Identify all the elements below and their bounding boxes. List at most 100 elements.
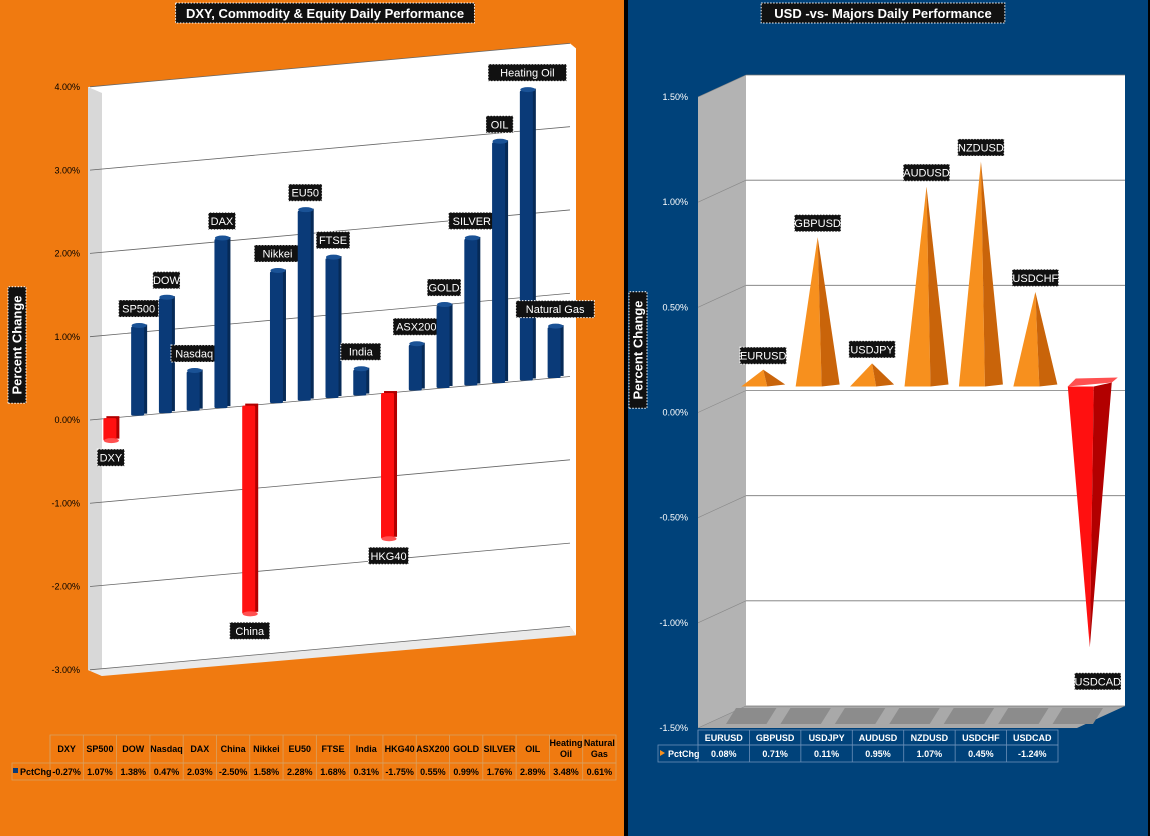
left-table-header: ASX200 bbox=[416, 744, 450, 754]
right-y-axis-label-box bbox=[628, 291, 648, 409]
right-pyramid-base bbox=[1067, 377, 1118, 387]
right-pyramid-front bbox=[1013, 291, 1040, 387]
right-pyramid-side bbox=[763, 369, 786, 387]
left-table-value: -2.50% bbox=[219, 767, 248, 777]
right-pyramid-side bbox=[817, 237, 840, 387]
left-bar-cap bbox=[548, 323, 564, 329]
left-table-header: Nasdaq bbox=[150, 744, 183, 754]
right-pyramid-label-text: GBPUSD bbox=[794, 218, 841, 230]
left-bar-12 bbox=[436, 302, 453, 389]
left-bar-label: GOLD bbox=[426, 278, 462, 297]
left-bar-cap bbox=[242, 611, 258, 617]
right-gridline-side bbox=[697, 74, 747, 98]
left-gridline bbox=[89, 542, 571, 587]
left-gridline bbox=[89, 42, 571, 88]
left-bar bbox=[519, 90, 533, 381]
left-bar-1 bbox=[131, 323, 148, 416]
left-bar-label-box bbox=[152, 271, 181, 290]
left-bar-label-text: DXY bbox=[100, 453, 123, 465]
right-table-value: 1.07% bbox=[917, 749, 943, 759]
left-bar-label: OIL bbox=[485, 115, 514, 134]
left-chart-title-box bbox=[175, 2, 475, 24]
left-data-table: DXY -0.27% SP500 1.07% DOW 1.38% Nasdaq 0.47% DA… bbox=[11, 734, 617, 781]
right-y-tick-label: -0.50% bbox=[659, 513, 688, 523]
right-y-tick-label: 1.00% bbox=[662, 197, 688, 207]
left-bar-label-text: HKG40 bbox=[370, 551, 406, 563]
right-pyramid-6 bbox=[1067, 377, 1118, 648]
right-pyramid-front bbox=[850, 363, 877, 387]
right-pyramid-label-box bbox=[1011, 268, 1060, 287]
left-bar bbox=[297, 210, 311, 401]
left-table-header: DOW bbox=[122, 744, 145, 754]
left-bar-label: India bbox=[340, 342, 382, 361]
left-bar bbox=[464, 238, 478, 386]
left-bar bbox=[353, 369, 367, 396]
right-pyramid-label: NZDUSD bbox=[957, 138, 1005, 157]
left-y-axis-label-text: Percent Change bbox=[10, 296, 25, 395]
left-table-value: 3.48% bbox=[553, 767, 579, 777]
left-y-tick-label: 4.00% bbox=[54, 82, 80, 92]
left-bar-4 bbox=[214, 235, 231, 409]
left-table-value: 1.38% bbox=[120, 767, 146, 777]
right-floor-segment bbox=[834, 708, 886, 724]
left-y-tick-label: -1.00% bbox=[51, 498, 80, 508]
right-table-header: USDCHF bbox=[962, 733, 1000, 743]
left-table-series-label: PctChg bbox=[20, 767, 52, 777]
right-pyramid-side bbox=[980, 161, 1003, 387]
right-pyramid-label-box bbox=[902, 163, 951, 182]
left-bar-label-box bbox=[515, 300, 595, 319]
right-chart-title: USD -vs- Majors Daily Performance bbox=[760, 2, 1006, 24]
right-y-tick-label: 1.50% bbox=[662, 92, 688, 102]
right-pyramid-label: AUDUSD bbox=[902, 163, 951, 182]
left-chart-title: DXY, Commodity & Equity Daily Performanc… bbox=[175, 2, 475, 24]
left-table-header: Nikkei bbox=[253, 744, 280, 754]
left-bar-2 bbox=[158, 294, 175, 414]
right-table-value-row bbox=[657, 744, 1059, 763]
left-bar-label: Nasdaq bbox=[170, 344, 218, 363]
left-bar-0 bbox=[103, 416, 120, 444]
left-bar-label-box bbox=[207, 212, 237, 231]
left-bar-label-text: EU50 bbox=[291, 188, 319, 200]
left-y-tick-label: 1.00% bbox=[54, 332, 80, 342]
left-table-header: Heating bbox=[550, 738, 583, 748]
left-bar-10 bbox=[381, 391, 398, 542]
left-table-header: SILVER bbox=[484, 744, 516, 754]
left-bar-label-box bbox=[485, 115, 514, 134]
right-pyramid-label: EURUSD bbox=[739, 346, 787, 365]
right-data-table: EURUSD 0.08% GBPUSD 0.71% USDJPY 0.11% AUDUSD 0… bbox=[657, 729, 1059, 763]
left-bar bbox=[103, 418, 117, 441]
left-table-value: 1.58% bbox=[254, 767, 280, 777]
right-pyramid-label-text: USDCAD bbox=[1075, 676, 1122, 688]
right-floor-segment bbox=[726, 708, 777, 724]
left-bar-cap bbox=[103, 438, 119, 444]
left-table-value: 1.07% bbox=[87, 767, 113, 777]
left-table-value: -1.75% bbox=[385, 767, 414, 777]
left-bar bbox=[214, 239, 228, 409]
left-bar bbox=[242, 405, 256, 614]
left-bar-label-box bbox=[229, 621, 271, 640]
left-table-header: DAX bbox=[190, 744, 209, 754]
left-table-value: -0.27% bbox=[52, 767, 81, 777]
left-bar-label: Nikkei bbox=[253, 244, 302, 263]
right-pyramid-label: USDCAD bbox=[1074, 672, 1122, 691]
left-bar-cap bbox=[437, 302, 453, 308]
right-pyramid-side bbox=[1089, 382, 1112, 648]
right-pyramid-label-text: USDJPY bbox=[850, 344, 894, 356]
right-pyramid-front bbox=[741, 369, 768, 387]
left-table-value: 0.99% bbox=[453, 767, 479, 777]
left-table-value: 0.47% bbox=[154, 767, 180, 777]
left-table-header: SP500 bbox=[86, 744, 113, 754]
left-bar-label: Heating Oil bbox=[487, 63, 568, 82]
left-bar-label: EU50 bbox=[287, 183, 323, 202]
left-bar-cap bbox=[353, 366, 369, 372]
right-pyramid-label-box bbox=[1074, 672, 1122, 691]
left-bar-label-box bbox=[487, 63, 568, 82]
left-y-tick-label: 0.00% bbox=[54, 415, 80, 425]
left-table-header: Gas bbox=[591, 749, 608, 759]
right-pyramid-side bbox=[926, 186, 949, 387]
left-bar-cap bbox=[464, 235, 480, 241]
left-bar-label-box bbox=[426, 278, 462, 297]
left-table-header: HKG40 bbox=[385, 744, 415, 754]
left-bar-cap bbox=[520, 87, 536, 93]
